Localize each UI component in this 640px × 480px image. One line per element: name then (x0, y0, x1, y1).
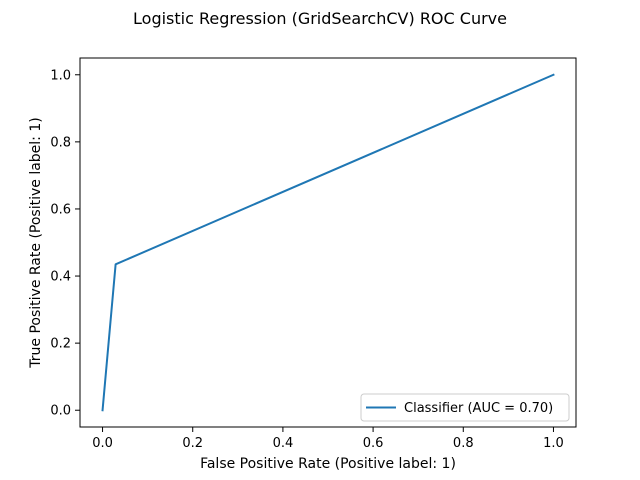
legend-box (360, 393, 570, 422)
legend-label: Classifier (AUC = 0.70) (404, 401, 553, 416)
y-axis-ticks: 0.0 0.2 0.4 0.6 0.8 1.0 (50, 68, 80, 419)
series-line-0 (101, 73, 555, 412)
y-tick-label: 0.0 (50, 404, 71, 419)
x-tick-label: 0.2 (182, 436, 203, 451)
x-tick-label: 1.0 (543, 436, 564, 451)
y-tick-label: 0.4 (50, 270, 71, 285)
plot-area (101, 73, 555, 412)
y-tick-label: 0.2 (50, 337, 71, 352)
y-tick-label: 0.8 (50, 135, 71, 150)
x-tick-label: 0.8 (453, 436, 474, 451)
x-axis-ticks: 0.0 0.2 0.4 0.6 0.8 1.0 (92, 427, 564, 451)
y-axis-label: True Positive Rate (Positive label: 1) (28, 117, 44, 368)
legend: Classifier (AUC = 0.70) (360, 393, 570, 422)
y-tick-label: 1.0 (50, 68, 71, 83)
x-tick-label: 0.6 (363, 436, 384, 451)
axes-frame (79, 57, 577, 428)
x-axis-label: False Positive Rate (Positive label: 1) (200, 456, 456, 472)
x-tick-label: 0.4 (273, 436, 294, 451)
chart-title: Logistic Regression (GridSearchCV) ROC C… (133, 9, 507, 28)
x-tick-label: 0.0 (92, 436, 113, 451)
y-tick-label: 0.6 (50, 202, 71, 217)
